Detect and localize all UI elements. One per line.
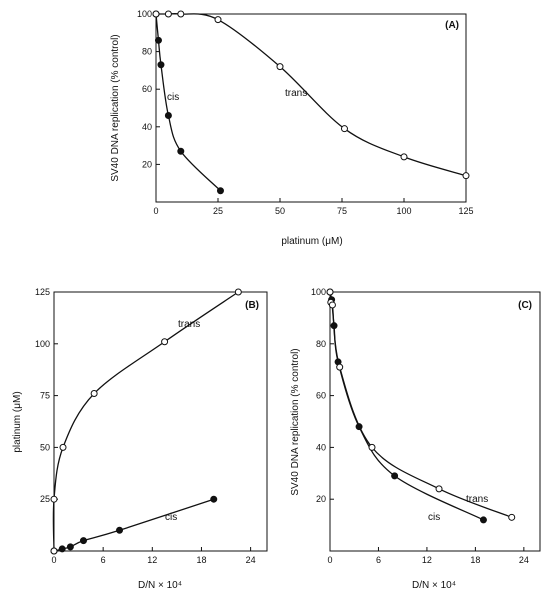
y-tick-label: 80 <box>316 339 326 349</box>
y-axis-label: platinum (μM) <box>12 391 23 452</box>
y-tick-label: 25 <box>40 494 50 504</box>
x-axis-label: platinum (μM) <box>281 236 342 247</box>
series-line-cis <box>329 291 484 521</box>
y-tick-label: 100 <box>137 9 152 19</box>
y-tick-label: 100 <box>311 287 326 297</box>
x-tick-label: 18 <box>470 555 480 565</box>
x-tick-label: 6 <box>376 555 381 565</box>
x-tick-label: 24 <box>519 555 529 565</box>
series-label-trans: trans <box>466 494 488 505</box>
y-tick-label: 75 <box>40 391 50 401</box>
y-tick-label: 100 <box>35 339 50 349</box>
data-point-trans <box>234 288 242 296</box>
data-point-trans <box>90 390 98 398</box>
data-point-trans <box>177 10 185 18</box>
data-point-cis <box>66 543 74 551</box>
data-point-cis <box>79 537 87 545</box>
x-tick-label: 24 <box>246 555 256 565</box>
data-point-trans <box>152 10 160 18</box>
data-point-cis <box>177 147 185 155</box>
x-tick-label: 0 <box>327 555 332 565</box>
data-point-trans <box>400 153 408 161</box>
panel-label: (C) <box>518 300 532 311</box>
data-point-trans <box>276 63 284 71</box>
series-label-cis: cis <box>165 512 177 523</box>
x-tick-label: 50 <box>275 206 285 216</box>
data-point-trans <box>368 443 376 451</box>
series-line-cis <box>53 498 214 552</box>
x-tick-label: 18 <box>196 555 206 565</box>
data-point-trans <box>161 338 169 346</box>
data-point-trans <box>340 125 348 133</box>
panel-label: (B) <box>245 300 259 311</box>
series-line-trans <box>52 291 239 552</box>
x-tick-label: 12 <box>422 555 432 565</box>
x-tick-label: 75 <box>337 206 347 216</box>
x-tick-label: 100 <box>396 206 411 216</box>
x-axis-label: D/N × 10⁴ <box>412 580 456 591</box>
x-tick-label: 12 <box>147 555 157 565</box>
panel-label: (A) <box>445 20 459 31</box>
plot-frame <box>155 13 467 203</box>
series-line-trans <box>156 12 467 177</box>
y-tick-label: 60 <box>142 84 152 94</box>
chart-panel-2: 0 6 12 18 24 25 50 75 100 125 D/N × 10⁴ platinum (μ… <box>12 287 268 591</box>
plot-frame <box>329 291 541 552</box>
y-axis-label: SV40 DNA replication (% control) <box>110 34 121 181</box>
y-tick-label: 20 <box>142 159 152 169</box>
data-point-cis <box>479 516 487 524</box>
y-tick-label: 50 <box>40 442 50 452</box>
data-point-trans <box>50 495 58 503</box>
x-tick-label: 25 <box>213 206 223 216</box>
chart-panel-3: 0 6 12 18 24 20 40 60 80 100 D/N × 10⁴ SV40 DNA rep… <box>290 287 541 591</box>
x-tick-label: 0 <box>153 206 158 216</box>
data-point-trans <box>462 172 470 180</box>
data-point-cis <box>58 545 66 553</box>
x-axis-label: D/N × 10⁴ <box>138 580 182 591</box>
data-point-trans <box>326 288 334 296</box>
y-tick-label: 40 <box>142 122 152 132</box>
series-label-cis: cis <box>167 92 179 103</box>
x-tick-label: 125 <box>458 206 473 216</box>
data-point-cis <box>216 187 224 195</box>
y-tick-label: 125 <box>35 287 50 297</box>
data-point-trans <box>508 513 516 521</box>
data-point-trans <box>214 16 222 24</box>
series-line-cis <box>155 13 221 192</box>
x-tick-label: 0 <box>51 555 56 565</box>
data-point-cis <box>210 495 218 503</box>
plot-frame <box>53 291 268 552</box>
data-point-trans <box>59 443 67 451</box>
series-label-trans: trans <box>285 88 307 99</box>
data-point-cis <box>164 112 172 120</box>
series-line-trans <box>329 291 512 518</box>
data-point-trans <box>336 363 344 371</box>
y-tick-label: 40 <box>316 442 326 452</box>
data-point-trans <box>164 10 172 18</box>
data-point-trans <box>435 485 443 493</box>
series-label-trans: trans <box>178 319 200 330</box>
y-tick-label: 20 <box>316 494 326 504</box>
data-point-trans <box>50 547 58 555</box>
series-label-cis: cis <box>428 512 440 523</box>
data-point-cis <box>154 36 162 44</box>
y-axis-label: SV40 DNA replication (% control) <box>290 348 301 495</box>
data-point-cis <box>391 472 399 480</box>
y-tick-label: 80 <box>142 47 152 57</box>
chart-panel-1: 0 25 50 75 100 125 20 40 60 80 100 platinum (μM) SV4… <box>110 9 474 247</box>
y-tick-label: 60 <box>316 391 326 401</box>
data-point-trans <box>328 301 336 309</box>
x-tick-label: 6 <box>101 555 106 565</box>
data-point-cis <box>116 526 124 534</box>
data-point-cis <box>157 61 165 69</box>
